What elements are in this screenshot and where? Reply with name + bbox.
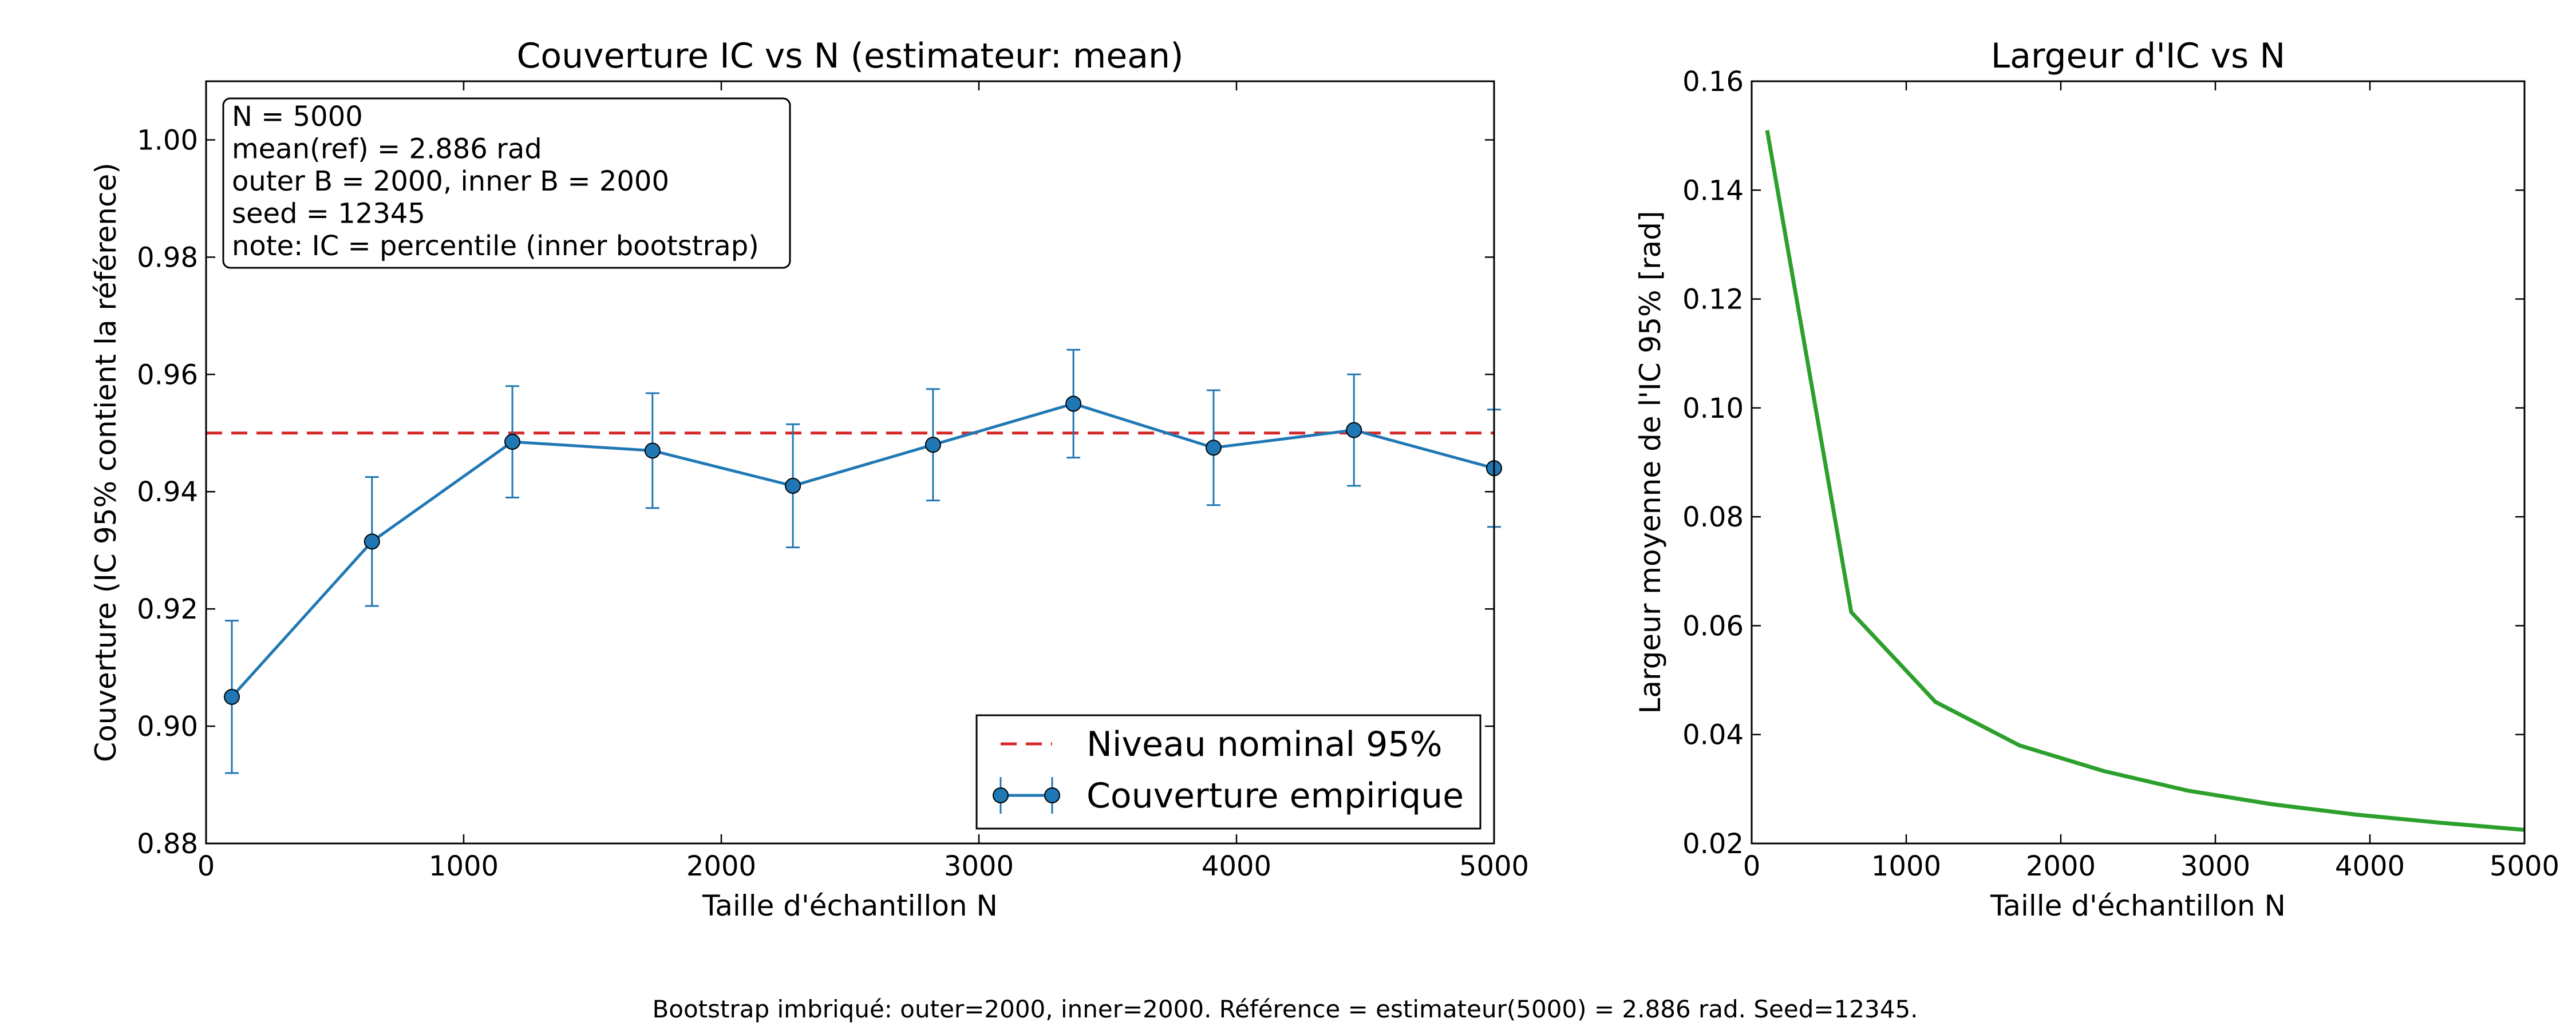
y-tick-label: 0.16 — [1682, 66, 1744, 98]
width-line — [1765, 129, 2525, 832]
plot-frame — [1751, 80, 2526, 845]
coverage-point — [1205, 439, 1222, 456]
x-tick-label: 0 — [197, 850, 215, 882]
plot-area — [1752, 81, 2524, 843]
legend-label-coverage: Couverture empirique — [1086, 776, 1464, 816]
annotation-box — [222, 97, 791, 269]
x-axis-label: Taille d'échantillon N — [702, 889, 998, 922]
x-tick-label: 5000 — [2490, 850, 2559, 882]
coverage-point — [644, 442, 661, 459]
x-tick-label: 5000 — [1459, 850, 1529, 882]
y-tick-label: 0.14 — [1682, 175, 1744, 207]
annotation-line: seed = 12345 — [232, 198, 425, 230]
x-tick-label: 3000 — [2180, 850, 2250, 882]
y-tick-label: 1.00 — [137, 124, 198, 156]
annotation-line: note: IC = percentile (inner bootstrap) — [232, 230, 759, 262]
plot-frame — [205, 80, 1495, 845]
y-tick-label: 0.94 — [137, 476, 198, 508]
y-tick-label: 0.96 — [137, 359, 198, 391]
y-tick-label: 0.02 — [1682, 828, 1744, 860]
y-tick-label: 0.98 — [137, 241, 198, 274]
legend-label-nominal: Niveau nominal 95% — [1086, 724, 1443, 764]
coverage-chart: 0 1000 2000 3000 4000 5000 0.88 0.90 0.92 0.94 0.9… — [89, 36, 1529, 922]
x-tick-label: 1000 — [429, 850, 499, 882]
x-tick-label: 0 — [1743, 850, 1761, 882]
legend-swatch-point — [993, 787, 1009, 803]
coverage-point — [924, 437, 941, 453]
coverage-point — [1346, 422, 1362, 438]
coverage-point — [1065, 395, 1082, 412]
annotation-line: mean(ref) = 2.886 rad — [232, 133, 542, 165]
y-tick-label: 0.92 — [137, 593, 198, 625]
y-axis-label: Largeur moyenne de l'IC 95% [rad] — [1634, 211, 1667, 714]
annotation-line: N = 5000 — [232, 101, 363, 133]
coverage-point — [224, 688, 240, 705]
footer-note: Bootstrap imbriqué: outer=2000, inner=20… — [652, 995, 1918, 1023]
x-tick-label: 4000 — [2335, 850, 2405, 882]
legend-swatch-point — [1044, 787, 1060, 803]
coverage-line — [231, 402, 1495, 698]
chart-title: Couverture IC vs N (estimateur: mean) — [517, 36, 1184, 76]
coverage-point — [785, 477, 801, 494]
y-tick-label: 0.90 — [137, 711, 198, 743]
width-chart: 0 1000 2000 3000 4000 5000 0.02 0.04 0.06 0.08 0.1… — [1634, 36, 2559, 922]
y-tick-label: 0.10 — [1682, 393, 1744, 425]
y-axis-label: Couverture (IC 95% contient la référence… — [89, 163, 123, 762]
y-tick-label: 0.04 — [1682, 719, 1744, 751]
y-tick-label: 0.12 — [1682, 284, 1744, 316]
annotation-line: outer B = 2000, inner B = 2000 — [232, 165, 669, 197]
x-tick-label: 1000 — [1871, 850, 1941, 882]
x-tick-label: 2000 — [686, 850, 756, 882]
y-tick-label: 0.08 — [1682, 501, 1744, 533]
x-tick-label: 4000 — [1202, 850, 1271, 882]
legend-box — [975, 714, 1481, 830]
x-tick-label: 3000 — [944, 850, 1014, 882]
coverage-point — [364, 533, 380, 550]
x-tick-label: 2000 — [2026, 850, 2096, 882]
chart-title: Largeur d'IC vs N — [1991, 36, 2286, 76]
y-tick-label: 0.88 — [137, 828, 198, 860]
coverage-point — [504, 434, 521, 450]
y-tick-label: 0.06 — [1682, 610, 1744, 642]
x-axis-label: Taille d'échantillon N — [1990, 889, 2286, 922]
